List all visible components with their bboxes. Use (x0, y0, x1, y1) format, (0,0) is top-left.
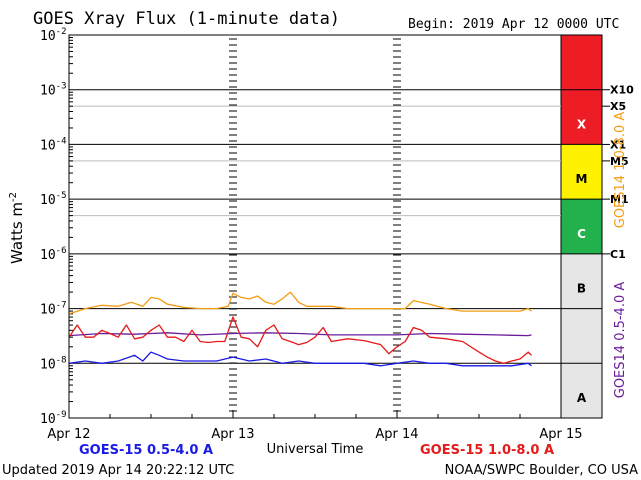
y-tick-label: 10-3 (40, 82, 67, 99)
flare-level-label: C1 (610, 248, 626, 261)
updated-timestamp: Updated 2019 Apr 14 20:22:12 UTC (2, 463, 234, 478)
flare-level-label: X5 (610, 100, 626, 113)
flare-band-label-a: A (577, 391, 587, 405)
flare-band-c (561, 199, 602, 254)
y-tick-label: 10-8 (40, 355, 67, 372)
axis-ticks (68, 37, 562, 418)
flare-class-bands: X M C B A (560, 35, 602, 418)
series-line (68, 291, 532, 315)
y-tick-label: 10-6 (40, 246, 67, 263)
begin-label: Begin: 2019 Apr 12 0000 UTC (408, 17, 619, 32)
flare-band-label-m: M (576, 172, 588, 186)
chart-title: GOES Xray Flux (1-minute data) (33, 9, 340, 29)
right-axis-label-goes14-long: GOES14 1.0-8.0 A (613, 112, 628, 229)
legend-goes15-short: GOES-15 0.5-4.0 A (79, 443, 213, 458)
flare-band-label-c: C (577, 227, 586, 241)
x-tick-label: Apr 14 (375, 427, 418, 442)
flare-band-label-b: B (577, 282, 586, 296)
credit-label: NOAA/SWPC Boulder, CO USA (445, 463, 638, 478)
x-tick-labels: Apr 12 Apr 13 Apr 14 Apr 15 (47, 427, 582, 442)
x-tick-label: Apr 15 (539, 427, 582, 442)
flare-level-label: M5 (610, 155, 629, 168)
flare-band-m (561, 144, 602, 200)
legend-goes15-long: GOES-15 1.0-8.0 A (420, 443, 554, 458)
x-axis-label: Universal Time (267, 442, 364, 457)
plot-frame (68, 34, 603, 419)
flare-level-labels: X10 X5 X1 M5 M1 C1 (602, 84, 634, 261)
y-tick-label: 10-2 (40, 27, 67, 44)
series-line (68, 351, 532, 367)
series-group (68, 291, 532, 367)
flare-level-label: X1 (610, 138, 626, 151)
flare-level-label: M1 (610, 193, 629, 206)
grid-lines (69, 89, 602, 364)
y-tick-label: 10-9 (40, 410, 67, 427)
series-line (68, 332, 532, 337)
x-tick-label: Apr 13 (211, 427, 254, 442)
flare-band-label-x: X (577, 117, 587, 131)
series-line (68, 316, 532, 364)
y-tick-labels: 10-2 10-3 10-4 10-5 10-6 10-7 10-8 10-9 (40, 27, 67, 427)
y-tick-label: 10-7 (40, 301, 67, 318)
y-tick-label: 10-5 (40, 191, 67, 208)
y-axis-label: Watts m-2 (8, 192, 26, 264)
x-tick-label: Apr 12 (47, 427, 90, 442)
y-tick-label: 10-4 (40, 136, 67, 153)
flare-level-label: X10 (610, 84, 634, 97)
flare-band-b (561, 253, 602, 309)
right-axis-label-goes14-short: GOES14 0.5-4.0 A (613, 282, 628, 399)
